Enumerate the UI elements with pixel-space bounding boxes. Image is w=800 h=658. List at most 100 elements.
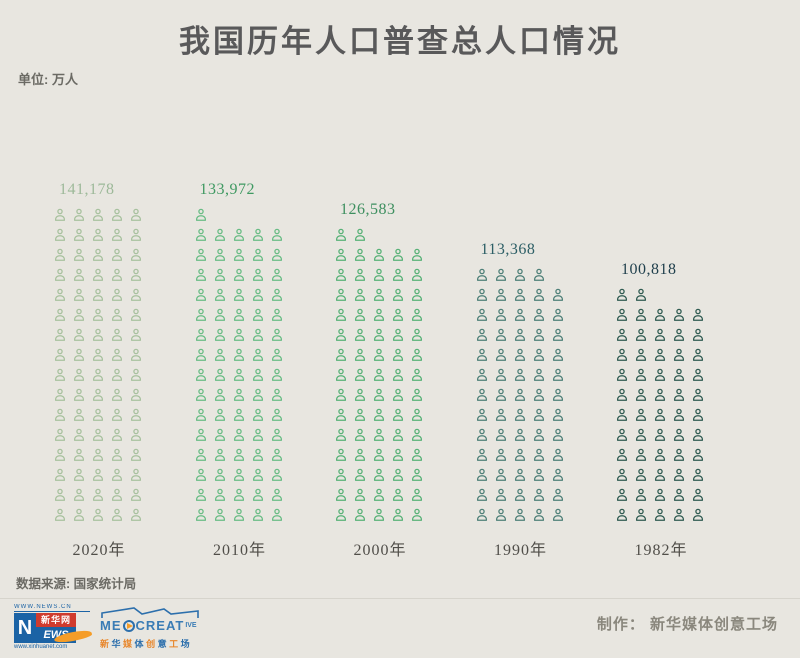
person-icon [213, 448, 227, 462]
person-icon [691, 368, 705, 382]
person-icon [91, 508, 105, 522]
person-icon [391, 408, 405, 422]
person-icon [475, 328, 489, 342]
person-icon [213, 428, 227, 442]
person-icon [634, 468, 648, 482]
chart-column: 133,972 2010年 [194, 181, 286, 560]
person-icon [494, 308, 508, 322]
person-icon [110, 488, 124, 502]
icon-grid [53, 208, 145, 522]
person-icon [410, 288, 424, 302]
xinhuanet-n-icon: N [14, 613, 36, 643]
person-icon [334, 388, 348, 402]
person-icon [691, 308, 705, 322]
person-icon [532, 368, 546, 382]
axis-label-year: 1990年 [493, 542, 547, 559]
icon-row [475, 308, 567, 322]
value-label: 113,368 [480, 241, 536, 258]
xinhuanet-logo: WWW.NEWS.CN N 新华网 EWS www.xinhuanet.com [14, 604, 93, 650]
person-icon [551, 508, 565, 522]
person-icon [494, 448, 508, 462]
icon-grid [475, 268, 567, 522]
person-icon [551, 368, 565, 382]
person-icon [232, 488, 246, 502]
person-icon [213, 288, 227, 302]
person-icon [532, 348, 546, 362]
person-icon [391, 488, 405, 502]
person-icon [72, 468, 86, 482]
person-icon [334, 368, 348, 382]
person-icon [91, 268, 105, 282]
person-icon [334, 488, 348, 502]
person-icon [194, 468, 208, 482]
person-icon [353, 348, 367, 362]
person-icon [410, 348, 424, 362]
person-icon [372, 268, 386, 282]
person-icon [672, 388, 686, 402]
icon-row [475, 508, 567, 522]
person-icon [672, 488, 686, 502]
chart-column: 113,368 1990年 [475, 241, 567, 560]
icon-row [194, 488, 286, 502]
person-icon [232, 388, 246, 402]
mediacreate-cn-char: 创 [146, 639, 158, 649]
person-icon [53, 388, 67, 402]
person-icon [653, 508, 667, 522]
person-icon [213, 508, 227, 522]
icon-row [194, 268, 286, 282]
icon-row [615, 428, 707, 442]
person-icon [532, 308, 546, 322]
person-icon [551, 448, 565, 462]
person-icon [91, 328, 105, 342]
person-icon [634, 328, 648, 342]
person-icon [372, 488, 386, 502]
person-icon [91, 308, 105, 322]
person-icon [551, 328, 565, 342]
person-icon [391, 468, 405, 482]
person-icon [53, 468, 67, 482]
person-icon [691, 428, 705, 442]
xinhuanet-name: 新华网 [36, 613, 76, 627]
person-icon [129, 348, 143, 362]
person-icon [194, 228, 208, 242]
person-icon [672, 308, 686, 322]
person-icon [334, 348, 348, 362]
person-icon [213, 268, 227, 282]
person-icon [194, 448, 208, 462]
person-icon [634, 408, 648, 422]
person-icon [129, 508, 143, 522]
person-icon [494, 508, 508, 522]
icon-row [194, 428, 286, 442]
person-icon [72, 288, 86, 302]
person-icon [232, 288, 246, 302]
mediacreate-cn-char: 华 [111, 639, 124, 649]
person-icon [494, 388, 508, 402]
person-icon [91, 468, 105, 482]
person-icon [110, 368, 124, 382]
person-icon [494, 468, 508, 482]
person-icon [72, 428, 86, 442]
person-icon [653, 348, 667, 362]
person-icon [91, 348, 105, 362]
person-icon [475, 308, 489, 322]
person-icon [334, 448, 348, 462]
person-icon [691, 508, 705, 522]
person-icon [232, 348, 246, 362]
unit-label: 单位: 万人 [18, 72, 78, 87]
person-icon [232, 408, 246, 422]
person-icon [110, 288, 124, 302]
person-icon [391, 348, 405, 362]
icon-row [334, 408, 426, 422]
person-icon [691, 348, 705, 362]
mediacreate-cn-name: 新华媒体创意工场 [100, 637, 200, 650]
icon-row [334, 428, 426, 442]
person-icon [270, 348, 284, 362]
chart-column: 100,818 1982年 [615, 261, 707, 560]
icon-row [334, 468, 426, 482]
person-icon [353, 328, 367, 342]
person-icon [110, 248, 124, 262]
person-icon [691, 408, 705, 422]
person-icon [194, 488, 208, 502]
person-icon [372, 308, 386, 322]
person-icon [532, 448, 546, 462]
